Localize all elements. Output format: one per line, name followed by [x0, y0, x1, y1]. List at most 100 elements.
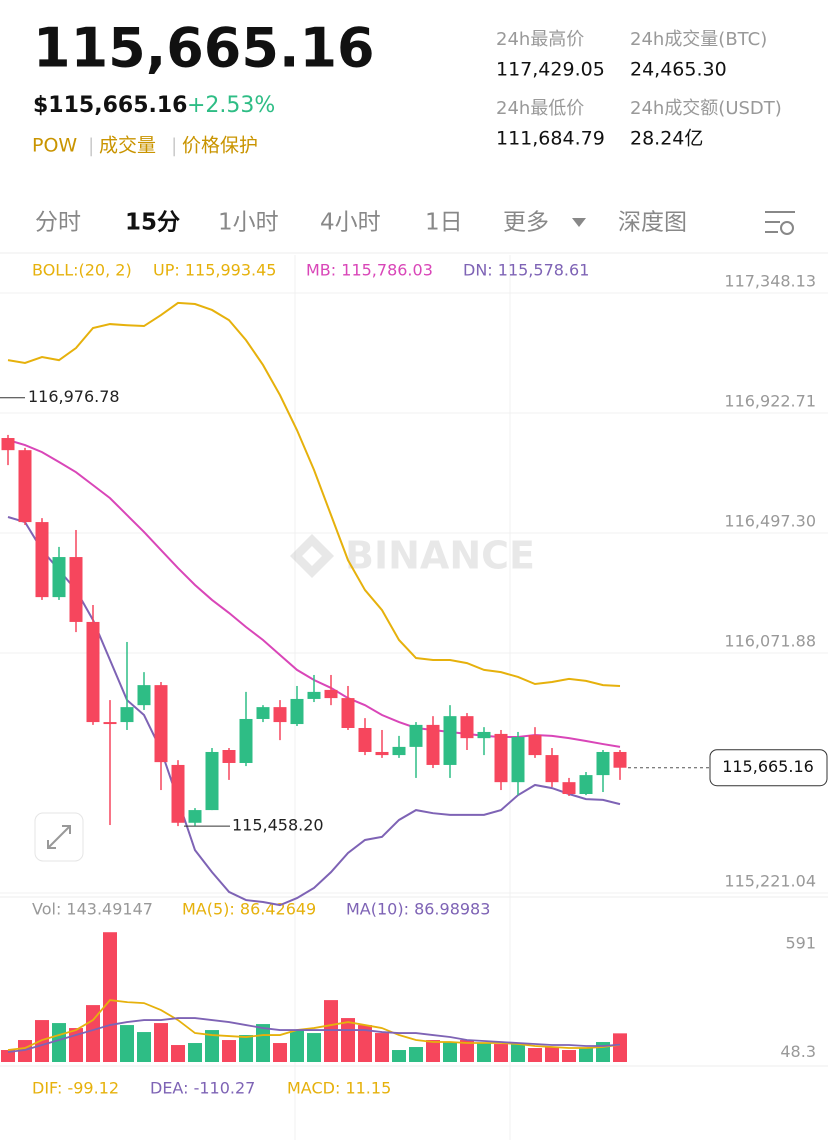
volume-bar: [613, 1033, 627, 1062]
volume-bar: [324, 1000, 338, 1062]
candle-body: [154, 685, 168, 763]
macd-legend: MACD: 11.15: [287, 1079, 391, 1098]
watermark-text: BINANCE: [345, 534, 535, 578]
last-price-box: [709, 749, 828, 787]
candle-body: [358, 727, 372, 752]
candle-body: [562, 782, 576, 795]
ma-line: [7, 999, 621, 1051]
candle-body: [511, 737, 525, 783]
volume-bar: [426, 1040, 440, 1062]
candle-body: [1, 438, 15, 451]
volume-bar: [273, 1043, 287, 1062]
candle-body: [171, 764, 185, 823]
candle-body: [460, 716, 474, 739]
dropdown-arrow: [572, 218, 586, 227]
candle-body: [324, 689, 338, 699]
settings-icon[interactable]: [765, 211, 795, 235]
max-label: 116,976.78: [28, 387, 120, 406]
min-label: 115,458.20: [232, 816, 324, 835]
volume-bar: [103, 932, 117, 1062]
candle-body: [443, 716, 457, 765]
legend: MB: 115,786.03: [306, 261, 433, 280]
stat-value: 111,684.79: [496, 128, 605, 150]
volume-bar: [86, 1005, 100, 1062]
candle-body: [528, 735, 542, 756]
volume-bar: [358, 1025, 372, 1062]
tab[interactable]: 4小时: [320, 210, 381, 236]
volume-bar: [137, 1032, 151, 1062]
volume-bar: [290, 1030, 304, 1062]
tab[interactable]: 深度图: [618, 210, 687, 236]
price: 115,665.16: [33, 17, 375, 80]
candle-body: [375, 751, 389, 756]
last-price-label: 115,665.16: [722, 757, 814, 776]
candle-body: [290, 698, 304, 725]
volume-bar: [256, 1024, 270, 1062]
volume-bar: [460, 1040, 474, 1062]
stat-label: 24h成交额(USDT): [630, 98, 782, 119]
candle-body: [239, 718, 253, 763]
legend: MA(5): 86.42649: [182, 900, 316, 919]
candle-body: [18, 450, 32, 523]
tab[interactable]: 1日: [425, 210, 463, 236]
separator: |: [88, 135, 94, 157]
volume-bar: [341, 1018, 355, 1062]
legend: Vol: 143.49147: [32, 900, 153, 919]
watermark: BINANCE: [290, 534, 535, 578]
tag[interactable]: 价格保护: [182, 135, 258, 157]
candle-body: [188, 810, 202, 823]
legend: BOLL:(20, 2): [32, 261, 132, 280]
expand-button[interactable]: [34, 812, 84, 862]
volume-bar: [52, 1023, 66, 1062]
separator: |: [171, 135, 177, 157]
legend: DN: 115,578.61: [463, 261, 589, 280]
volume-bar: [375, 1033, 389, 1062]
y-tick-label: 115,221.04: [724, 872, 816, 891]
volume-bar: [35, 1020, 49, 1062]
candle-body: [341, 698, 355, 728]
tab-active[interactable]: 15分: [125, 210, 180, 236]
candle-body: [392, 746, 406, 756]
candle-body: [69, 557, 83, 622]
volume-bar: [307, 1033, 321, 1062]
stat-value: 28.24亿: [630, 128, 703, 150]
tag[interactable]: POW: [32, 135, 77, 157]
candle-body: [545, 755, 559, 783]
volume-bar: [579, 1048, 593, 1062]
candle-body: [35, 522, 49, 598]
candle-body: [579, 775, 593, 795]
boll-line: [7, 301, 621, 687]
candle-body: [137, 685, 151, 706]
y-tick-label: 591: [785, 934, 816, 953]
legend: UP: 115,993.45: [153, 261, 276, 280]
ma-line: [7, 1017, 621, 1053]
tab[interactable]: 更多: [503, 210, 549, 236]
change: +2.53%: [187, 93, 275, 118]
volume-bar: [443, 1042, 457, 1062]
candle-body: [477, 731, 491, 739]
macd-legend: DEA: -110.27: [150, 1079, 255, 1098]
macd-legend: DIF: -99.12: [32, 1079, 119, 1098]
volume-bar: [188, 1043, 202, 1062]
usd-price: $115,665.16: [33, 93, 187, 118]
tab[interactable]: 分时: [35, 210, 81, 236]
tab[interactable]: 1小时: [218, 210, 279, 236]
stat-value: 24,465.30: [630, 59, 727, 81]
volume-bar: [222, 1040, 236, 1062]
candle-body: [596, 751, 610, 776]
candle-body: [273, 707, 287, 723]
candle-body: [103, 722, 117, 725]
candle-body: [494, 733, 508, 783]
candle-body: [86, 621, 100, 723]
candle-body: [426, 724, 440, 765]
stat-label: 24h最低价: [496, 98, 584, 119]
volume-bar: [205, 1030, 219, 1062]
volume-bar: [1, 1050, 15, 1062]
y-tick-label: 117,348.13: [724, 272, 816, 291]
volume-bar: [528, 1048, 542, 1062]
tag[interactable]: 成交量: [99, 135, 156, 157]
volume-bar: [545, 1047, 559, 1062]
volume-bar: [171, 1045, 185, 1062]
y-tick-label: 116,922.71: [724, 392, 816, 411]
y-tick-label: 48.3: [780, 1042, 816, 1061]
